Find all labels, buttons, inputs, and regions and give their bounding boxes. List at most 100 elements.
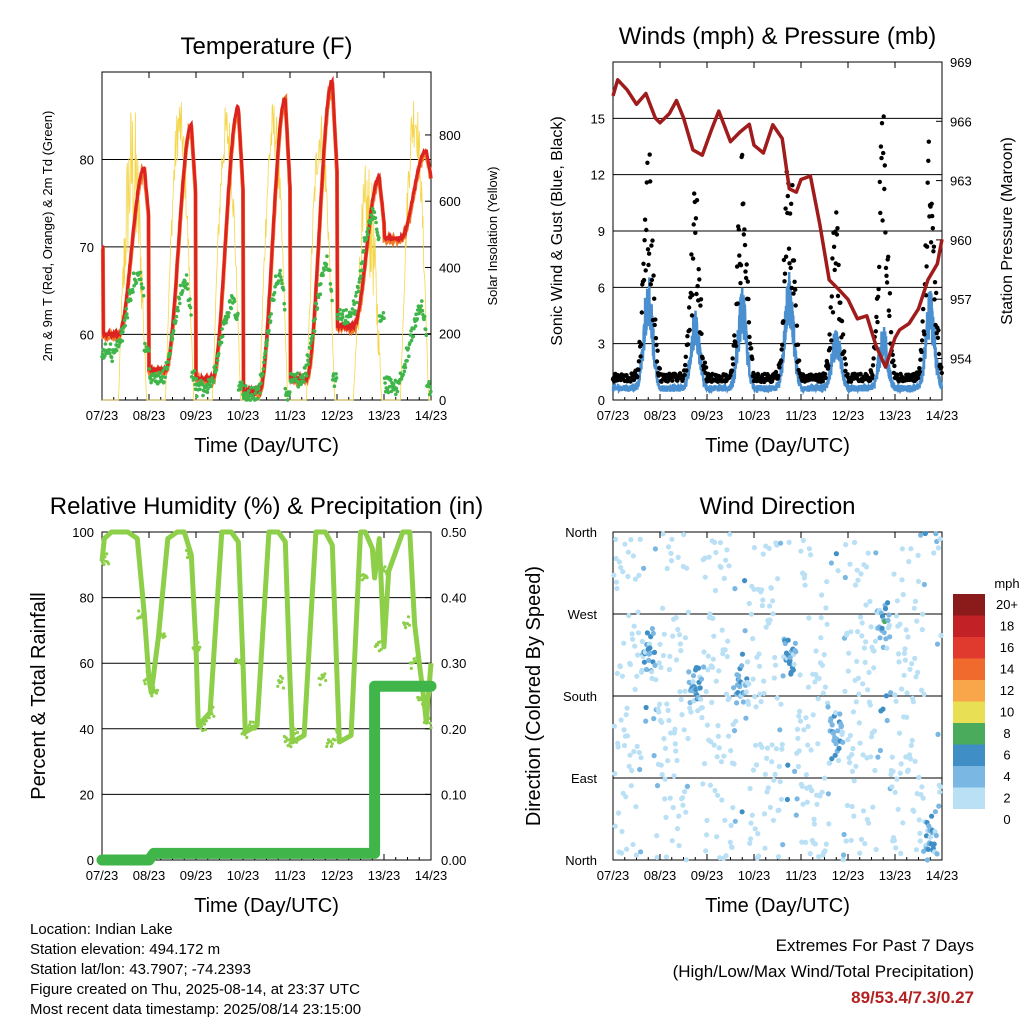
- station-location: Location: Indian Lake: [30, 921, 173, 938]
- dewpoint-point: [282, 307, 287, 312]
- gust-point: [648, 282, 653, 287]
- gust-point: [649, 243, 654, 248]
- direction-point: [743, 715, 749, 721]
- direction-point: [728, 822, 734, 829]
- gust-point: [870, 372, 875, 378]
- direction-point: [872, 767, 878, 774]
- direction-point: [634, 673, 640, 679]
- dewpoint-point: [131, 290, 135, 294]
- dewpoint-point: [324, 262, 329, 267]
- direction-point: [717, 540, 724, 546]
- dewpoint-point: [273, 274, 278, 279]
- direction-point: [909, 737, 915, 744]
- dewpoint-point: [348, 314, 353, 319]
- x-tick-label: 09/23: [691, 868, 724, 883]
- dewpoint-point: [194, 376, 198, 381]
- direction-point: [778, 796, 785, 802]
- direction-point: [840, 857, 846, 863]
- direction-point: [747, 785, 753, 792]
- direction-point: [833, 710, 839, 716]
- gust-point: [877, 179, 882, 185]
- legend-label: 14: [1000, 662, 1014, 677]
- direction-point: [681, 531, 687, 538]
- dewpoint-point: [420, 299, 424, 303]
- dewpoint-point: [415, 317, 420, 321]
- dewpoint-point: [364, 237, 369, 241]
- direction-point: [665, 758, 671, 764]
- direction-point: [721, 575, 727, 582]
- direction-point: [819, 592, 825, 598]
- direction-point: [769, 759, 775, 765]
- direction-point: [860, 752, 866, 758]
- direction-point: [882, 606, 889, 612]
- direction-point: [746, 600, 752, 607]
- dewpoint-point: [160, 374, 165, 379]
- rh-point: [334, 728, 338, 732]
- rh-point: [246, 725, 250, 729]
- panel-wind-direction: Wind Direction 07/23 08/23 09/23 10/23 11/23 1…: [523, 493, 1020, 917]
- panel-title: Winds (mph) & Pressure (mb): [619, 23, 936, 50]
- direction-point: [705, 653, 711, 659]
- direction-point: [733, 718, 739, 724]
- direction-point: [833, 551, 840, 557]
- legend-swatch: [953, 680, 985, 702]
- dewpoint-point: [419, 304, 424, 308]
- gust-point: [643, 268, 648, 273]
- dewpoint-point: [278, 268, 283, 273]
- recent-timestamp: Most recent data timestamp: 2025/08/14 2…: [30, 1001, 362, 1018]
- direction-point: [684, 565, 690, 571]
- rh-point: [155, 688, 160, 692]
- dewpoint-point: [161, 368, 165, 373]
- gust-point: [882, 186, 887, 192]
- gust-point: [742, 242, 748, 248]
- dewpoint-point: [374, 220, 378, 225]
- direction-point: [829, 722, 835, 728]
- y-right-tick-label: 0.00: [441, 853, 466, 868]
- direction-point: [659, 719, 665, 726]
- direction-point: [909, 661, 915, 667]
- direction-point: [673, 657, 680, 663]
- x-tick-label: 08/23: [644, 868, 677, 883]
- dewpoint-point: [306, 362, 311, 366]
- direction-point: [860, 808, 867, 814]
- x-axis-label: Time (Day/UTC): [194, 435, 339, 457]
- direction-point: [676, 632, 683, 638]
- dewpoint-point: [125, 315, 130, 320]
- direction-point: [685, 609, 692, 615]
- direction-point: [672, 741, 678, 747]
- direction-point: [687, 705, 693, 711]
- direction-point: [836, 745, 842, 752]
- direction-point: [925, 846, 931, 853]
- gust-point: [920, 319, 925, 324]
- extremes-box: Extremes For Past 7 Days (High/Low/Max W…: [673, 933, 974, 1011]
- direction-point: [711, 742, 717, 748]
- dewpoint-point: [180, 289, 185, 293]
- direction-point: [686, 669, 692, 675]
- rh-point: [335, 730, 339, 734]
- dewpoint-point: [387, 384, 392, 389]
- gust-point: [638, 354, 643, 359]
- direction-point: [915, 552, 921, 559]
- direction-point: [743, 689, 749, 695]
- rh-point: [102, 562, 106, 567]
- direction-point: [819, 789, 825, 795]
- direction-point: [917, 830, 923, 837]
- dewpoint-point: [214, 363, 218, 368]
- direction-point: [931, 841, 937, 847]
- gust-point: [842, 356, 847, 361]
- direction-point: [621, 640, 627, 646]
- direction-point: [643, 718, 649, 724]
- dewpoint-point: [235, 317, 239, 322]
- direction-point: [739, 809, 745, 815]
- dewpoint-point: [162, 380, 166, 384]
- direction-point: [719, 627, 725, 633]
- dewpoint-point: [188, 297, 192, 301]
- direction-point: [711, 633, 717, 639]
- direction-point: [780, 842, 786, 848]
- direction-point: [769, 742, 775, 748]
- dewpoint-point: [321, 273, 325, 278]
- gust-point: [780, 342, 785, 347]
- rh-point: [415, 655, 419, 659]
- extremes-title: Extremes For Past 7 Days: [775, 936, 974, 955]
- gust-point: [874, 314, 879, 320]
